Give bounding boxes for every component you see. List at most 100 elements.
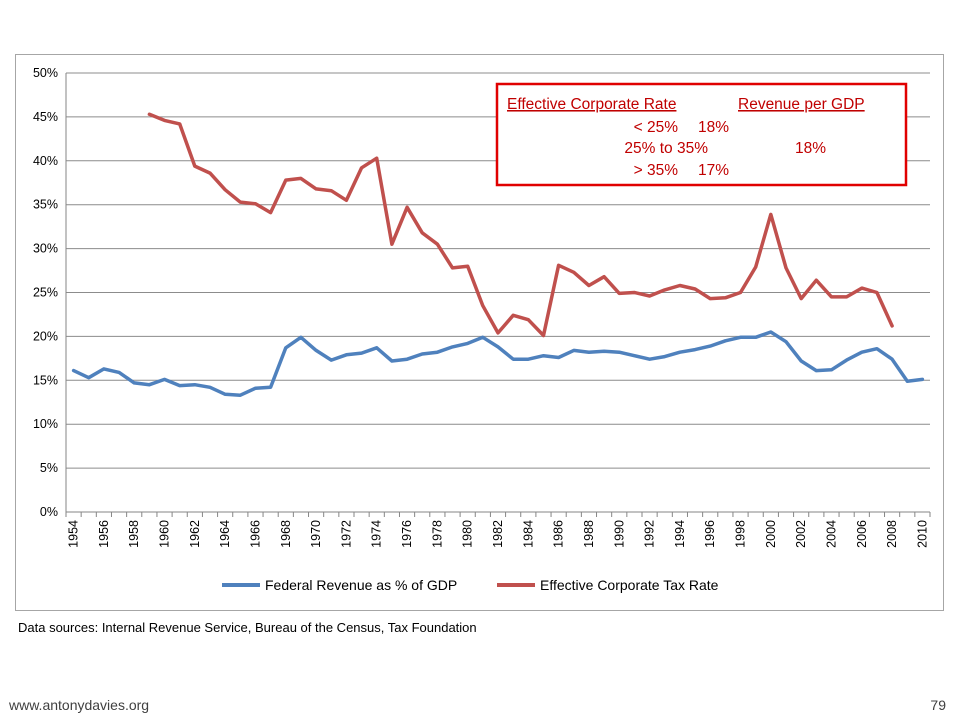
summary-header-rate: Effective Corporate Rate xyxy=(507,96,676,113)
data-point-corporate-tax xyxy=(784,266,788,270)
data-point-federal-revenue xyxy=(451,345,454,349)
data-point-federal-revenue xyxy=(527,358,530,361)
data-point-corporate-tax xyxy=(512,314,515,317)
data-point-federal-revenue xyxy=(830,368,833,371)
y-tick-label: 10% xyxy=(33,417,58,431)
data-point-corporate-tax xyxy=(405,206,409,209)
summary-row-rate: > 35% xyxy=(634,162,679,179)
data-point-corporate-tax xyxy=(299,177,303,180)
data-point-federal-revenue xyxy=(360,351,363,355)
data-point-federal-revenue xyxy=(633,354,636,357)
x-tick-label: 1996 xyxy=(703,520,717,548)
y-tick-label: 50% xyxy=(33,66,58,80)
x-tick-label: 2004 xyxy=(824,520,838,548)
data-point-corporate-tax xyxy=(163,119,166,122)
legend-label-federal-revenue: Federal Revenue as % of GDP xyxy=(265,577,457,593)
x-tick-label: 1960 xyxy=(158,520,172,548)
data-point-corporate-tax xyxy=(875,291,879,294)
data-point-corporate-tax xyxy=(466,265,469,268)
data-point-federal-revenue xyxy=(860,351,863,354)
data-point-corporate-tax xyxy=(224,188,227,191)
data-point-federal-revenue xyxy=(739,336,742,339)
data-point-corporate-tax xyxy=(148,113,151,116)
data-point-federal-revenue xyxy=(496,345,500,349)
y-tick-label: 0% xyxy=(40,505,58,519)
x-tick-label: 2010 xyxy=(915,520,929,548)
data-point-corporate-tax xyxy=(693,287,697,291)
data-point-federal-revenue xyxy=(784,340,788,343)
data-point-federal-revenue xyxy=(769,330,772,334)
x-tick-label: 1992 xyxy=(643,520,657,548)
data-point-federal-revenue xyxy=(208,386,212,389)
data-point-federal-revenue xyxy=(87,376,90,379)
line-chart: 0% 5% 10% 15% 20% 25% 30% 35% 40% 45% 50% 1954 1956… xyxy=(33,66,931,593)
data-point-corporate-tax xyxy=(633,291,636,294)
data-point-federal-revenue xyxy=(618,351,621,354)
legend: Federal Revenue as % of GDP Effective Co… xyxy=(222,577,719,593)
x-tick-label: 1966 xyxy=(248,520,262,548)
summary-box-border xyxy=(495,82,908,187)
data-point-federal-revenue xyxy=(421,352,424,356)
data-point-federal-revenue xyxy=(72,369,75,372)
data-point-federal-revenue xyxy=(800,359,803,363)
x-tick-label: 1998 xyxy=(734,520,748,548)
x-tick-label: 1956 xyxy=(97,520,111,548)
data-point-federal-revenue xyxy=(102,367,106,371)
y-tick-label: 5% xyxy=(40,461,58,475)
series-lines xyxy=(71,112,925,397)
summary-row-revenue: 18% xyxy=(795,140,826,157)
x-tick-label: 1978 xyxy=(430,520,444,548)
summary-box: Effective Corporate Rate Revenue per GDP… xyxy=(495,82,908,187)
data-point-federal-revenue xyxy=(693,348,697,351)
data-point-federal-revenue xyxy=(148,383,151,386)
data-point-federal-revenue xyxy=(754,336,757,339)
data-point-corporate-tax xyxy=(602,275,606,278)
data-point-corporate-tax xyxy=(527,318,530,321)
data-point-federal-revenue xyxy=(875,347,879,350)
data-point-corporate-tax xyxy=(572,271,575,274)
series-line-corporate-tax xyxy=(147,112,894,338)
x-tick-label: 1988 xyxy=(582,520,596,548)
data-point-federal-revenue xyxy=(163,378,166,381)
data-point-federal-revenue xyxy=(648,358,651,361)
y-tick-label: 20% xyxy=(33,329,58,343)
data-point-corporate-tax xyxy=(739,291,742,294)
data-point-corporate-tax xyxy=(254,202,257,205)
chart-frame: 0% 5% 10% 15% 20% 25% 30% 35% 40% 45% 50% 1954 1956… xyxy=(15,54,944,611)
x-tick-label: 1954 xyxy=(67,520,81,548)
x-tick-label: 1994 xyxy=(673,520,687,548)
data-point-federal-revenue xyxy=(254,387,257,390)
x-tick-label: 2006 xyxy=(855,520,869,548)
x-tick-label: 2008 xyxy=(885,520,899,548)
data-point-corporate-tax xyxy=(314,187,318,191)
data-point-corporate-tax xyxy=(557,264,560,267)
data-point-corporate-tax xyxy=(436,243,439,246)
page-number: 79 xyxy=(930,697,946,713)
y-tick-label: 25% xyxy=(33,286,58,300)
x-tick-label: 1974 xyxy=(370,520,384,548)
data-point-federal-revenue xyxy=(239,394,242,397)
data-point-federal-revenue xyxy=(133,381,136,385)
data-point-corporate-tax xyxy=(330,189,333,192)
y-axis-tick-labels: 0% 5% 10% 15% 20% 25% 30% 35% 40% 45% 50% xyxy=(33,66,58,519)
summary-row-rate: 25% to 35% xyxy=(624,140,708,157)
data-point-federal-revenue xyxy=(284,346,287,349)
x-tick-label: 1984 xyxy=(521,520,535,548)
x-tick-label: 1964 xyxy=(218,520,232,548)
data-point-federal-revenue xyxy=(269,386,272,389)
data-point-corporate-tax xyxy=(269,211,272,214)
data-point-corporate-tax xyxy=(193,164,196,168)
data-point-corporate-tax xyxy=(724,296,727,299)
x-tick-label: 1986 xyxy=(552,520,566,548)
summary-row-revenue: 18% xyxy=(698,119,729,136)
data-point-corporate-tax xyxy=(375,157,378,160)
data-point-federal-revenue xyxy=(330,358,333,362)
x-tick-label: 1958 xyxy=(127,520,141,548)
x-tick-label: 1990 xyxy=(612,520,626,548)
data-point-federal-revenue xyxy=(117,371,121,374)
source-note: Data sources: Internal Revenue Service, … xyxy=(18,620,477,635)
data-point-corporate-tax xyxy=(481,304,484,307)
x-tick-label: 2000 xyxy=(764,520,778,548)
data-point-corporate-tax xyxy=(648,294,651,298)
data-point-federal-revenue xyxy=(193,383,196,386)
